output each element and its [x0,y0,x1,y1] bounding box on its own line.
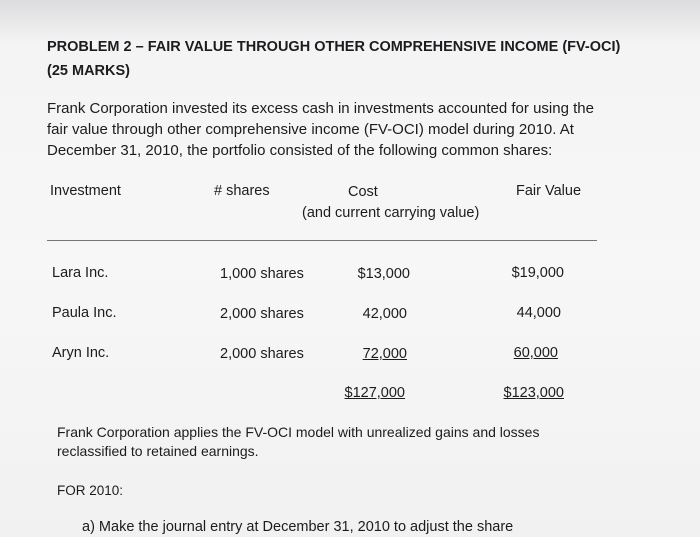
column-header: # shares [214,183,270,199]
header-rule [47,240,597,241]
cell: Lara Inc. [52,265,109,281]
column-header: Investment [50,183,121,199]
title: PROBLEM 2 – FAIR VALUE THROUGH OTHER COM… [47,39,621,55]
intro-line: fair value through other comprehensive i… [47,121,574,138]
total: $123,000 [503,385,564,401]
intro-line: Frank Corporation invested its excess ca… [47,100,594,117]
note-line: Frank Corporation applies the FV-OCI mod… [57,424,540,440]
cell: $13,000 [357,266,410,282]
column-header: Fair Value [516,183,582,199]
cell: 72,000 [362,346,407,362]
intro-line: December 31, 2010, the portfolio consist… [47,142,553,159]
cell: Paula Inc. [52,305,117,321]
cell: 44,000 [516,305,561,321]
cell: 42,000 [362,306,407,322]
cell: 1,000 shares [220,266,304,282]
cell: Aryn Inc. [52,345,110,361]
cell: 2,000 shares [220,306,304,322]
section: FOR 2010: [57,483,124,498]
cell: 60,000 [513,345,558,361]
cell: $19,000 [511,265,564,281]
marks: (25 MARKS) [47,63,130,79]
cell: 2,000 shares [220,346,304,362]
total: $127,000 [344,385,405,401]
note-line: reclassified to retained earnings. [57,443,259,459]
column-note: (and current carrying value) [302,205,480,221]
question: a) Make the journal entry at December 31… [82,519,514,535]
column-header: Cost [348,184,378,200]
